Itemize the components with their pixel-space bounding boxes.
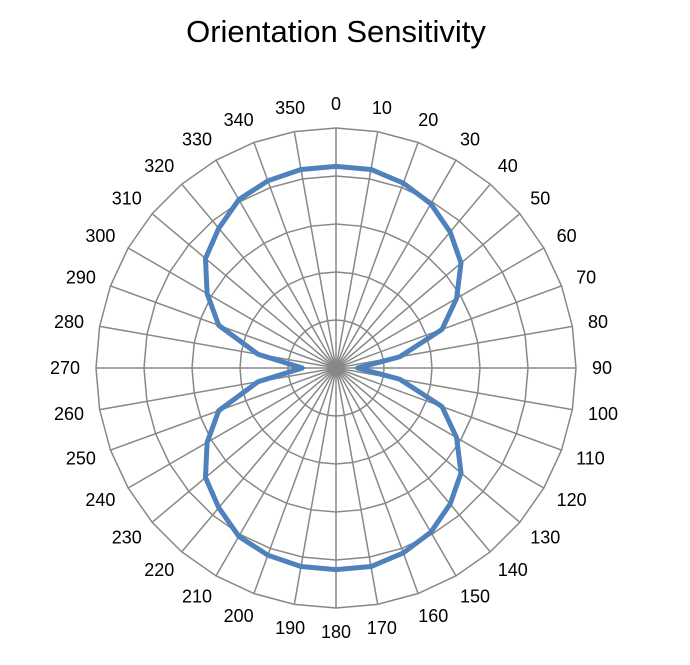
grid xyxy=(95,127,577,609)
tick-label: 300 xyxy=(85,226,115,246)
tick-label: 350 xyxy=(275,98,305,118)
tick-label: 220 xyxy=(144,560,174,580)
grid-spoke xyxy=(335,247,545,369)
grid-spoke xyxy=(151,213,337,369)
tick-label: 40 xyxy=(498,156,518,176)
tick-label: 150 xyxy=(460,587,490,607)
grid-spoke xyxy=(335,213,521,369)
grid-spoke xyxy=(335,285,562,369)
tick-label: 80 xyxy=(588,312,608,332)
tick-label: 210 xyxy=(182,587,212,607)
tick-label: 180 xyxy=(321,622,351,642)
grid-spoke xyxy=(335,142,419,369)
tick-label: 190 xyxy=(275,618,305,638)
tick-label: 260 xyxy=(54,404,84,424)
tick-label: 20 xyxy=(418,110,438,130)
tick-label: 310 xyxy=(112,188,142,208)
grid-spoke xyxy=(335,367,545,489)
tick-label: 230 xyxy=(112,528,142,548)
grid-spoke xyxy=(335,159,457,369)
grid-spoke xyxy=(335,367,521,523)
tick-label: 90 xyxy=(592,358,612,378)
grid-spoke xyxy=(335,367,491,553)
grid-spoke xyxy=(127,367,337,489)
tick-label: 270 xyxy=(50,358,80,378)
grid-spoke xyxy=(335,183,491,369)
tick-label: 140 xyxy=(498,560,528,580)
tick-label: 100 xyxy=(588,404,618,424)
grid-spoke xyxy=(215,367,337,577)
tick-label: 110 xyxy=(576,448,605,468)
grid-spoke xyxy=(215,159,337,369)
tick-label: 320 xyxy=(144,156,174,176)
tick-label: 340 xyxy=(224,110,254,130)
tick-label: 10 xyxy=(372,98,392,118)
grid-spoke xyxy=(151,367,337,523)
grid-spoke xyxy=(335,367,457,577)
grid-spoke xyxy=(335,367,562,451)
grid-spoke xyxy=(127,247,337,369)
tick-label: 130 xyxy=(530,528,560,548)
grid-spoke xyxy=(181,183,337,369)
tick-label: 330 xyxy=(182,129,212,149)
tick-label: 120 xyxy=(557,490,587,510)
tick-label: 250 xyxy=(66,448,96,468)
chart-title: Orientation Sensitivity xyxy=(186,14,486,49)
tick-label: 240 xyxy=(85,490,115,510)
grid-spoke xyxy=(99,367,337,411)
tick-label: 200 xyxy=(224,606,254,626)
grid-spoke xyxy=(99,325,337,369)
tick-label: 280 xyxy=(54,312,84,332)
tick-label: 70 xyxy=(576,268,596,288)
tick-label: 290 xyxy=(66,268,96,288)
tick-label: 60 xyxy=(557,226,577,246)
tick-label: 170 xyxy=(367,618,397,638)
tick-label: 50 xyxy=(530,188,550,208)
tick-label: 0 xyxy=(331,94,341,114)
series xyxy=(202,163,464,573)
grid-spoke xyxy=(335,367,419,594)
grid-spoke xyxy=(181,367,337,553)
tick-label: 160 xyxy=(418,606,448,626)
tick-label: 30 xyxy=(460,129,480,149)
